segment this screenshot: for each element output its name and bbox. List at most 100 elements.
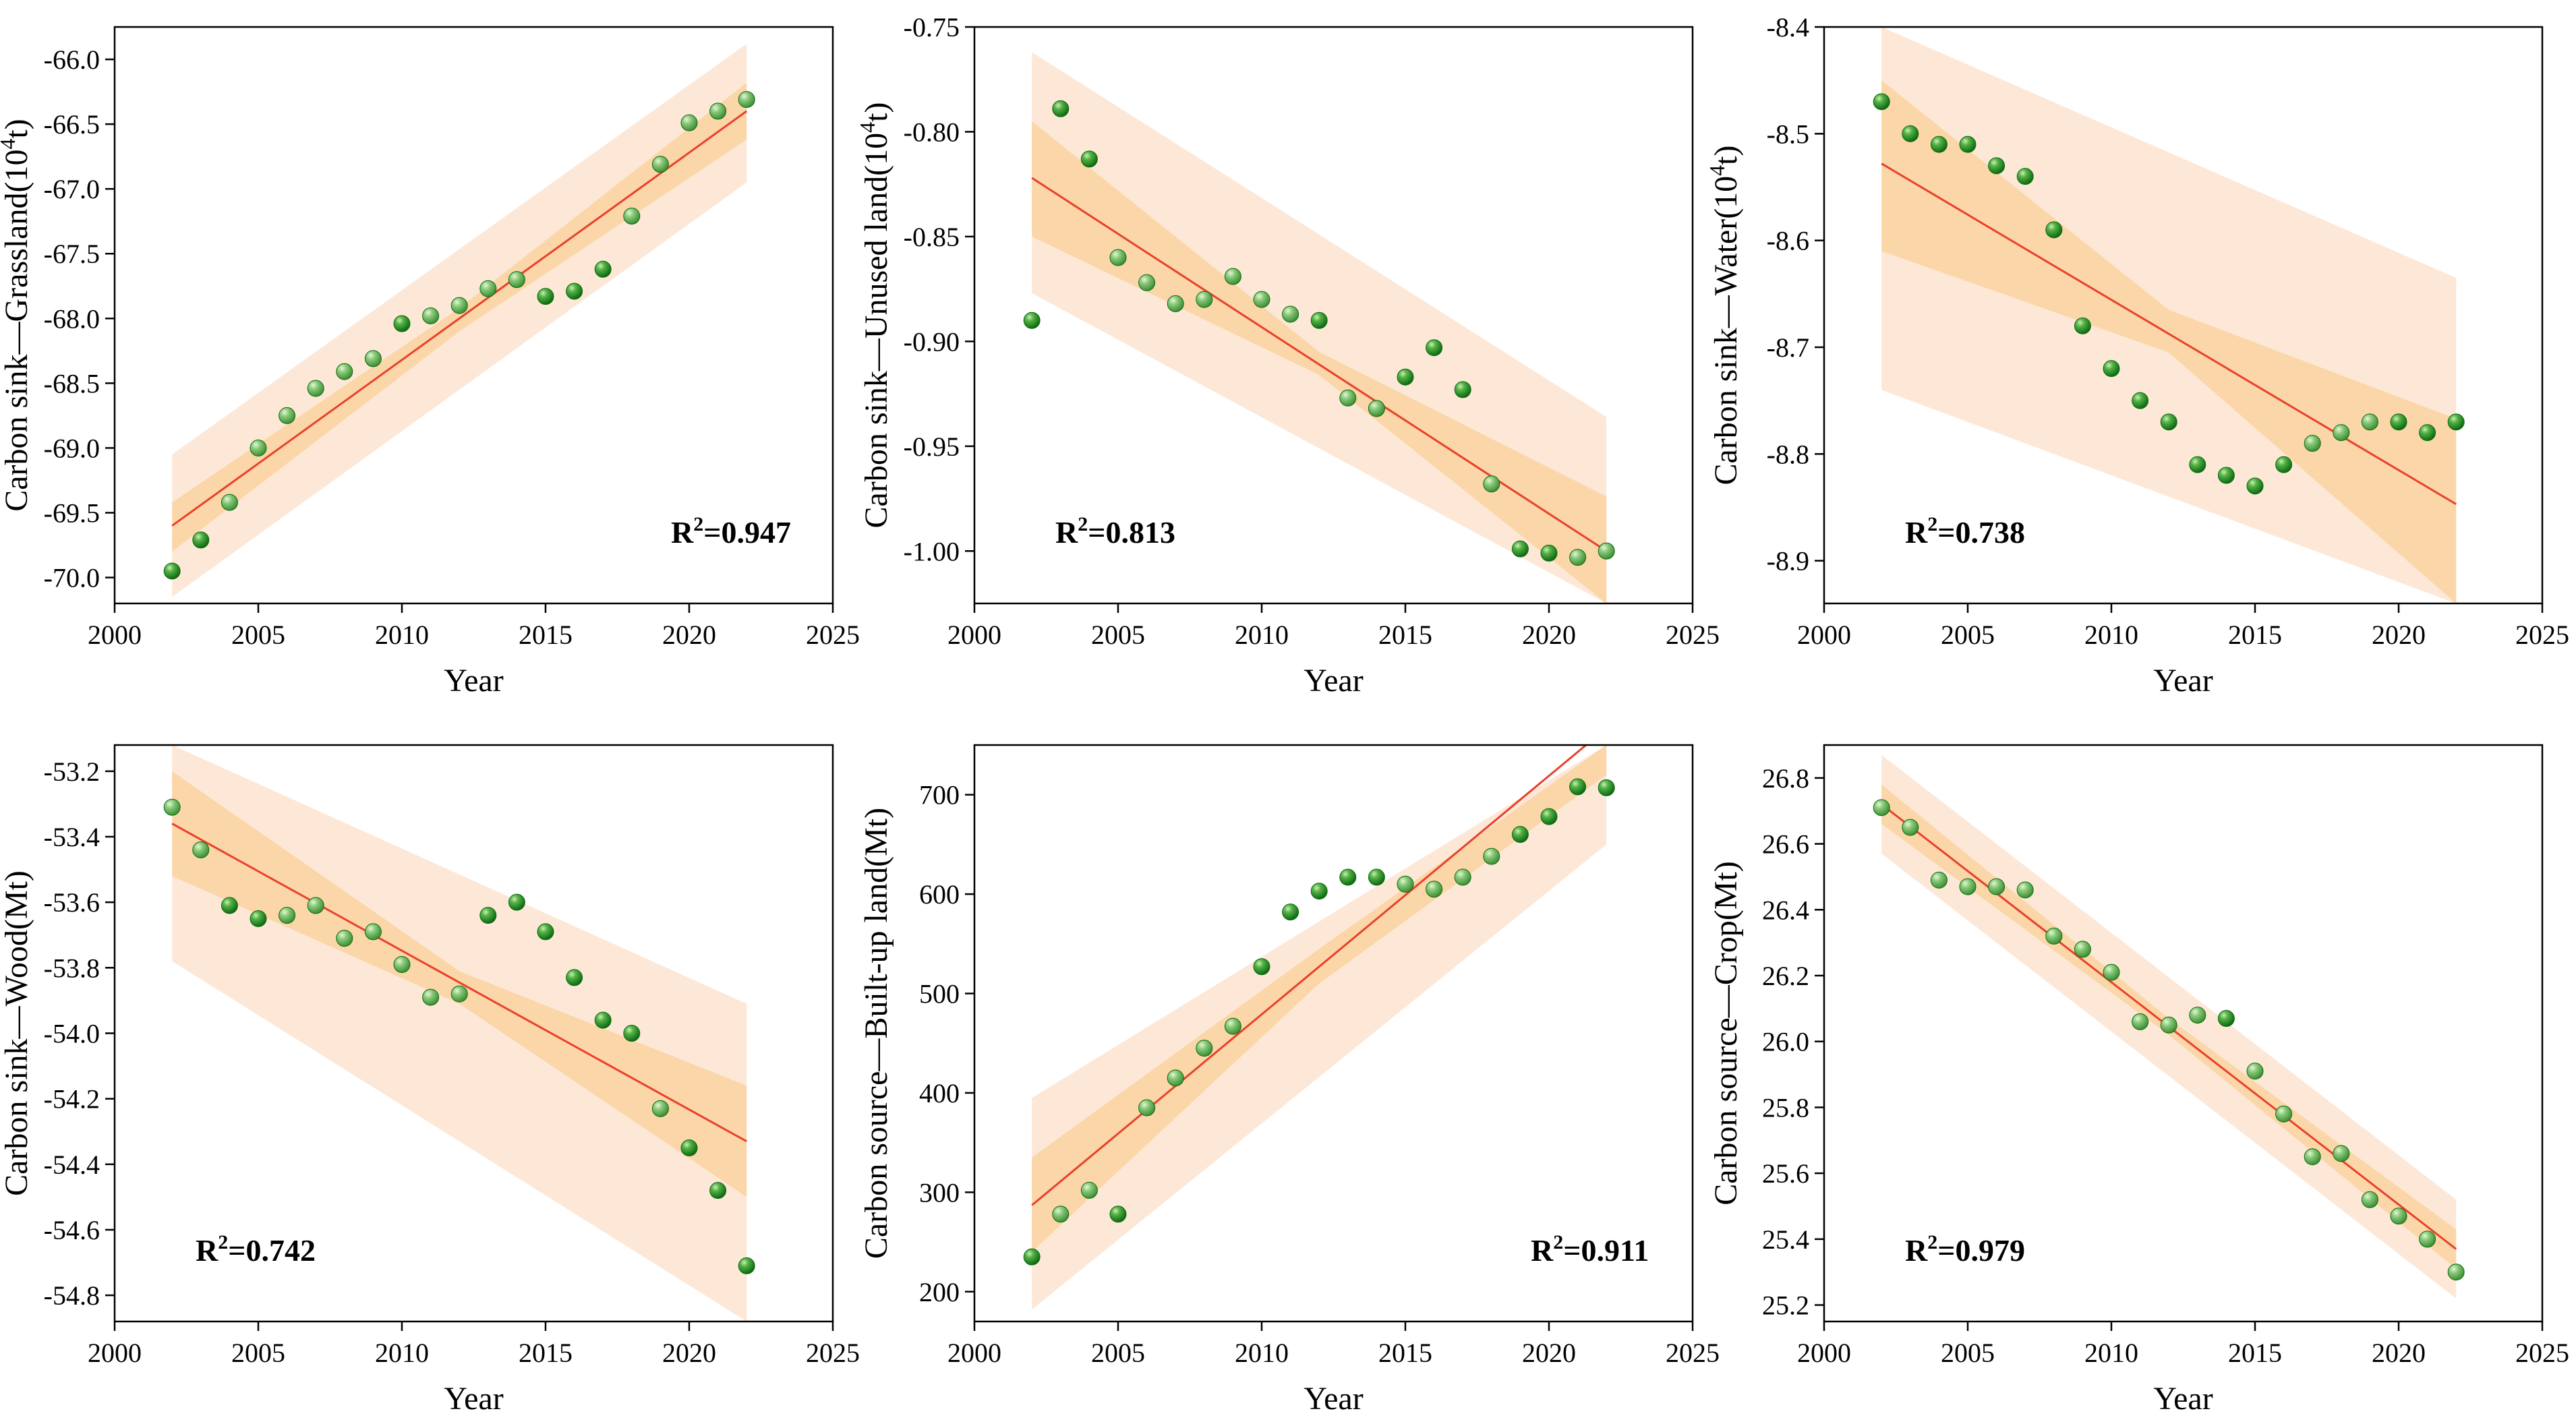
data-point [2045, 221, 2063, 239]
data-point [566, 969, 583, 986]
data-point [537, 288, 554, 305]
data-point [2447, 1264, 2465, 1281]
data-point [2160, 1016, 2177, 1034]
x-tick-label: 2015 [1378, 1338, 1432, 1368]
r-squared-label: R2=0.738 [1905, 513, 2025, 549]
y-tick-label: -54.4 [44, 1150, 100, 1180]
data-point [594, 260, 612, 278]
confidence-band [172, 771, 747, 1197]
data-point [623, 208, 641, 225]
x-tick-label: 2020 [2372, 620, 2426, 650]
y-tick-label: 600 [919, 879, 960, 910]
data-point [2333, 424, 2350, 442]
data-point [2419, 424, 2436, 442]
data-point [1253, 958, 1270, 976]
y-axis-label-main: Carbon sink—Unused land(10 [858, 133, 894, 529]
y-tick-label: -1.00 [904, 536, 960, 566]
data-point [1052, 1206, 1070, 1223]
data-point [1052, 100, 1070, 117]
data-point [450, 985, 468, 1003]
data-point [1368, 400, 1385, 417]
y-tick-label: -8.5 [1767, 119, 1809, 149]
plot-frame [973, 744, 1694, 1323]
data-point [1902, 125, 1919, 142]
data-point [279, 907, 296, 924]
x-tick-label: 2025 [2515, 1338, 2569, 1368]
data-point [393, 955, 411, 973]
data-point [2361, 413, 2378, 431]
x-tick-label: 2010 [375, 1338, 429, 1368]
data-point [1930, 136, 1948, 153]
data-point [738, 1257, 755, 1274]
y-tick-label: -54.0 [44, 1019, 100, 1049]
y-tick-label: -69.0 [44, 433, 100, 463]
y-tick-label: -70.0 [44, 563, 100, 593]
data-point [2103, 360, 2120, 378]
plot-frame [1823, 26, 2544, 605]
y-tick-label: -8.9 [1767, 546, 1809, 576]
x-tick-label: 2005 [231, 620, 285, 650]
x-axis-label: Year [1304, 1381, 1363, 1417]
r-squared-sup: 2 [1078, 513, 1088, 535]
data-point [2275, 456, 2293, 473]
panel-built-up-land: 2000 2005 2010 2015 2020 2025 200 300 400 500 600 7… [858, 744, 1720, 1417]
data-point [163, 562, 181, 580]
data-point [221, 897, 238, 914]
y-axis-label: Carbon sink—Unused land(104t) [855, 102, 894, 529]
x-tick-label: 2000 [88, 620, 142, 650]
x-tick-label: 2010 [1235, 620, 1289, 650]
y-axis-label-sup: 4 [855, 122, 879, 133]
y-tick-label: -8.4 [1767, 12, 1809, 42]
data-point [1988, 157, 2006, 175]
x-tick-label: 2000 [88, 1338, 142, 1368]
data-point [2189, 456, 2206, 473]
data-point [1196, 291, 1213, 308]
y-tick-label: 25.2 [1762, 1290, 1809, 1321]
prediction-band [1032, 745, 1607, 1310]
r-squared-prefix: R [1905, 1233, 1928, 1268]
y-tick-label: 26.8 [1762, 763, 1809, 794]
data-point [2246, 477, 2264, 495]
data-point [2045, 927, 2063, 945]
x-tick-label: 2020 [662, 1338, 716, 1368]
y-tick-label: 300 [919, 1177, 960, 1208]
data-point [479, 280, 497, 297]
data-point [1253, 291, 1270, 308]
data-point [2390, 1208, 2407, 1225]
plot-frame [113, 26, 834, 605]
data-point [1483, 848, 1500, 865]
y-axis-label-main: Carbon source—Built-up land(Mt) [858, 808, 894, 1259]
data-point [1310, 883, 1328, 900]
x-tick-label: 2015 [2228, 1338, 2282, 1368]
data-point [2333, 1145, 2350, 1162]
data-point [1540, 808, 1558, 825]
y-tick-label: 26.0 [1762, 1027, 1809, 1057]
x-tick-label: 2010 [1235, 1338, 1289, 1368]
y-tick-label: -68.0 [44, 303, 100, 334]
data-point [479, 907, 497, 924]
data-point [1930, 871, 1948, 889]
y-axis-label-tail: t) [1708, 145, 1744, 165]
confidence-band [1032, 121, 1607, 603]
data-point [1569, 549, 1587, 566]
data-point [1454, 381, 1471, 398]
y-tick-label: -53.2 [44, 756, 100, 787]
y-axis-label-main: Carbon source—Crop(Mt) [1708, 861, 1744, 1206]
data-point [2275, 1105, 2293, 1123]
y-tick-label: 400 [919, 1078, 960, 1108]
r-squared-label: R2=0.911 [1531, 1231, 1649, 1268]
data-point [1282, 903, 1299, 921]
y-tick-label: -8.8 [1767, 439, 1809, 469]
data-point [1282, 305, 1299, 323]
x-tick-label: 2025 [806, 1338, 860, 1368]
data-point [738, 91, 755, 109]
r-squared-prefix: R [196, 1233, 218, 1268]
y-axis-label-tail: t) [858, 102, 894, 122]
data-point [1483, 475, 1500, 493]
fit-line [171, 110, 748, 527]
fit-line [171, 823, 747, 1143]
y-axis-label-main: Carbon sink—Water(10 [1708, 176, 1744, 485]
r-squared-value: =0.738 [1937, 515, 2025, 549]
